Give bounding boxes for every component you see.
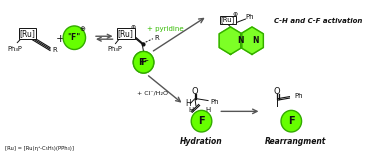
Text: F⁻: F⁻ bbox=[138, 58, 149, 67]
Text: ⊕: ⊕ bbox=[80, 26, 86, 32]
Text: H: H bbox=[186, 99, 191, 108]
Text: + Cl⁻/H₂O: + Cl⁻/H₂O bbox=[137, 90, 168, 95]
Text: O: O bbox=[192, 87, 198, 96]
Text: "F": "F" bbox=[68, 33, 81, 42]
Circle shape bbox=[281, 110, 302, 132]
Text: [Ru]: [Ru] bbox=[118, 29, 134, 38]
Text: Ph₃P: Ph₃P bbox=[107, 46, 122, 52]
Text: N: N bbox=[253, 36, 259, 45]
Text: + pyridine: + pyridine bbox=[147, 26, 183, 32]
Text: C-H and C-F activation: C-H and C-F activation bbox=[274, 18, 363, 24]
Text: F: F bbox=[198, 116, 205, 126]
Text: H: H bbox=[189, 107, 194, 113]
Text: +: + bbox=[56, 34, 65, 44]
Text: F: F bbox=[288, 116, 294, 126]
Circle shape bbox=[133, 51, 154, 73]
Text: Ph: Ph bbox=[245, 14, 254, 20]
Polygon shape bbox=[219, 27, 242, 54]
Text: [Ru]: [Ru] bbox=[220, 17, 235, 23]
Text: H: H bbox=[205, 107, 211, 113]
Text: Ph: Ph bbox=[294, 93, 303, 99]
Text: ⊕: ⊕ bbox=[232, 12, 238, 17]
Text: F: F bbox=[141, 58, 147, 67]
Circle shape bbox=[191, 110, 212, 132]
Text: ⊕: ⊕ bbox=[131, 25, 136, 30]
Text: Hydration: Hydration bbox=[180, 137, 223, 146]
Text: [Ru] = [Ru(η⁵-C₅H₅)(PPh₃)]: [Ru] = [Ru(η⁵-C₅H₅)(PPh₃)] bbox=[5, 146, 74, 151]
Polygon shape bbox=[241, 27, 263, 54]
Text: Ph: Ph bbox=[210, 99, 218, 104]
Circle shape bbox=[133, 51, 154, 73]
Text: Rearrangment: Rearrangment bbox=[265, 137, 327, 146]
Circle shape bbox=[63, 26, 85, 50]
Text: N: N bbox=[237, 36, 244, 45]
Text: [Ru]: [Ru] bbox=[20, 29, 36, 38]
Text: R: R bbox=[155, 35, 160, 41]
Text: Ph₃P: Ph₃P bbox=[7, 46, 22, 52]
Text: R: R bbox=[52, 47, 57, 54]
Text: O: O bbox=[274, 87, 280, 96]
